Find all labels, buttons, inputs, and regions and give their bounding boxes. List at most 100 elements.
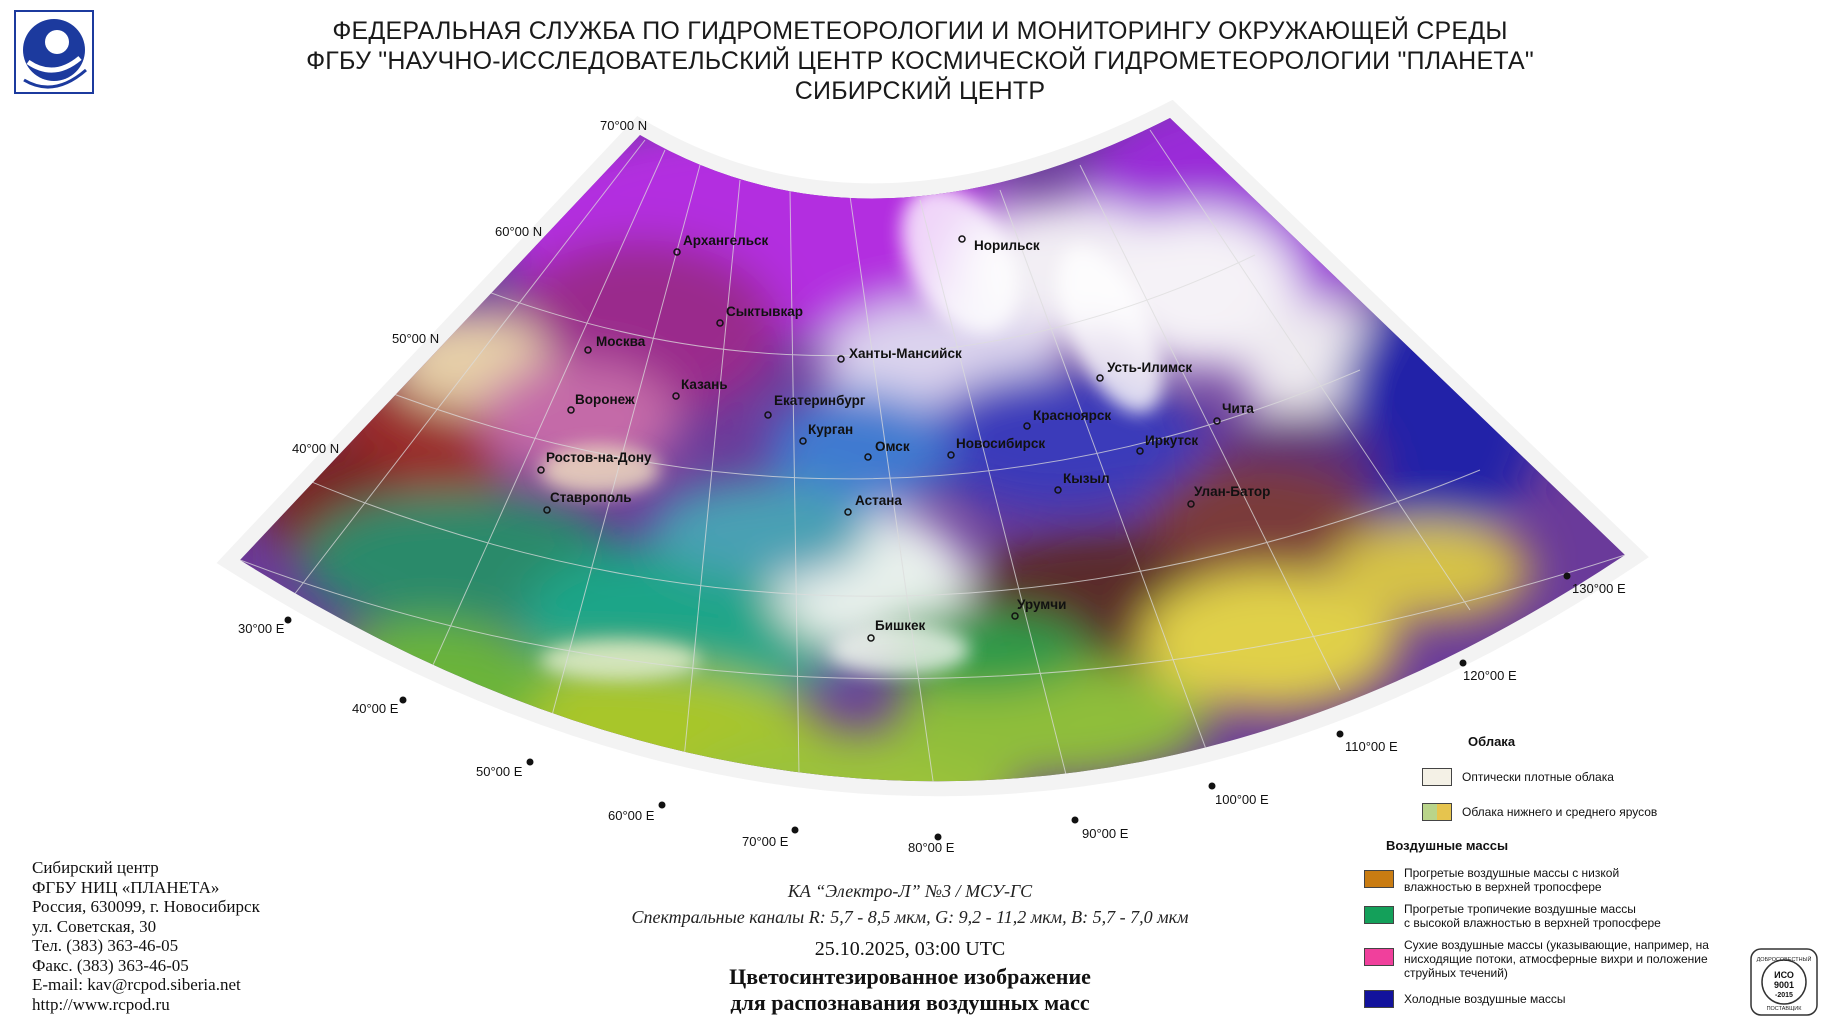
swatch-dry: [1364, 948, 1394, 966]
lat-label-60: 60°00 N: [495, 224, 542, 239]
city-dot-norilsk: [958, 235, 966, 243]
legend-warm-low-humidity-1: Прогретые воздушные массы с низкой: [1404, 866, 1620, 880]
city-kazan[interactable]: Казань: [681, 377, 728, 392]
lat-label-50: 50°00 N: [392, 331, 439, 346]
lon-marker-80: [934, 833, 942, 841]
lon-label-120: 120°00 E: [1463, 668, 1517, 683]
legend-item-dry: Сухие воздушные массы (указывающие, напр…: [1364, 938, 1709, 980]
city-dot-rostov: [537, 466, 545, 474]
legend-item-low-mid-clouds: Облака нижнего и среднего ярусов: [1422, 803, 1657, 821]
image-datetime: 25.10.2025, 03:00 UTC: [814, 938, 1006, 960]
city-dot-chita: [1213, 417, 1221, 425]
city-dot-kazan: [672, 392, 680, 400]
city-dot-kyzyl: [1054, 486, 1062, 494]
city-astana[interactable]: Астана: [855, 493, 902, 508]
legend-air-masses-title: Воздушные массы: [1386, 838, 1509, 853]
iso-year: -2015: [1775, 992, 1793, 999]
city-dot-bishkek: [867, 634, 875, 642]
iso-certificate-badge: ДОБРОСОВЕСТНЫЙ ИСО 9001 -2015 ПОСТАВЩИК: [1750, 948, 1818, 1016]
lon-label-50: 50°00 E: [476, 764, 523, 779]
website-link[interactable]: http://www.rcpod.ru: [32, 994, 170, 1014]
city-rostov[interactable]: Ростов-на-Дону: [546, 450, 652, 465]
lon-marker-100: [1208, 782, 1216, 790]
caption-title-1: Цветосинтезированное изображение: [729, 964, 1091, 989]
city-kyzyl[interactable]: Кызыл: [1063, 471, 1110, 486]
org-full-name: ФГБУ НИЦ «ПЛАНЕТА»: [32, 877, 220, 897]
city-yekaterinburg[interactable]: Екатеринбург: [774, 393, 866, 408]
swatch-low-mid-clouds: [1422, 803, 1452, 821]
address-line-2: ул. Советская, 30: [32, 916, 157, 936]
city-dot-ulan-bator: [1187, 500, 1195, 508]
lon-label-100: 100°00 E: [1215, 792, 1269, 807]
satellite-map[interactable]: 70°00 N 60°00 N 50°00 N 40°00 N 30°00 E …: [0, 100, 1840, 860]
city-voronezh[interactable]: Воронеж: [575, 392, 635, 407]
legend-dry-1: Сухие воздушные массы (указывающие, напр…: [1404, 938, 1709, 952]
lon-marker-110: [1336, 730, 1344, 738]
latitude-labels: 70°00 N 60°00 N 50°00 N 40°00 N: [292, 118, 647, 456]
legend-cold-label: Холодные воздушные массы: [1404, 992, 1566, 1006]
city-syktyvkar[interactable]: Сыктывкар: [726, 304, 803, 319]
city-dot-irkutsk: [1136, 447, 1144, 455]
address-line-1: Россия, 630099, г. Новосибирск: [32, 897, 260, 916]
city-dot-omsk: [864, 453, 872, 461]
city-khanty-mansiysk[interactable]: Ханты-Мансийск: [849, 346, 962, 361]
city-kurgan[interactable]: Курган: [808, 422, 853, 437]
swatch-cold: [1364, 990, 1394, 1008]
city-dot-syktyvkar: [716, 319, 724, 327]
city-stavropol[interactable]: Ставрополь: [550, 490, 632, 505]
iso-number: 9001: [1774, 980, 1794, 990]
lon-label-80: 80°00 E: [908, 840, 955, 855]
contact-info: Сибирский центр ФГБУ НИЦ «ПЛАНЕТА» Росси…: [32, 858, 260, 1014]
header-line-3: СИБИРСКИЙ ЦЕНТР: [794, 77, 1046, 105]
fax: Факс. (383) 363-46-05: [32, 955, 189, 975]
city-urumqi[interactable]: Урумчи: [1017, 597, 1066, 612]
legend-clouds-title: Облака: [1468, 734, 1516, 749]
iso-text: ИСО: [1774, 970, 1794, 980]
lon-marker-60: [658, 801, 666, 809]
city-norilsk[interactable]: Норильск: [974, 238, 1040, 253]
email-link[interactable]: E-mail: kav@rcpod.siberia.net: [32, 975, 241, 994]
lon-marker-120: [1459, 659, 1467, 667]
city-markers: Архангельск Норильск Сыктывкар Москва Ха…: [537, 233, 1270, 642]
swatch-warm-low-humidity: [1364, 870, 1394, 888]
city-novosibirsk[interactable]: Новосибирск: [956, 436, 1045, 451]
city-dot-yekaterinburg: [764, 411, 772, 419]
legend-item-warm-tropical: Прогретые тропичекие воздушные массы с вы…: [1364, 902, 1661, 930]
city-irkutsk[interactable]: Иркутск: [1145, 433, 1198, 448]
header-line-2: ФГБУ "НАУЧНО-ИССЛЕДОВАТЕЛЬСКИЙ ЦЕНТР КОС…: [306, 47, 1534, 75]
lon-label-130: 130°00 E: [1572, 581, 1626, 596]
city-ulan-bator[interactable]: Улан-Батор: [1194, 484, 1270, 499]
city-moscow[interactable]: Москва: [596, 334, 646, 349]
city-dot-stavropol: [543, 506, 551, 514]
lon-label-90: 90°00 E: [1082, 826, 1129, 841]
city-bishkek[interactable]: Бишкек: [875, 618, 926, 633]
lat-label-40: 40°00 N: [292, 441, 339, 456]
city-dot-moscow: [584, 346, 592, 354]
city-krasnoyarsk[interactable]: Красноярск: [1033, 408, 1111, 423]
satellite-name: КА “Электро-Л” №3 / МСУ-ГС: [787, 881, 1033, 901]
legend-item-dense-clouds: Оптически плотные облака: [1422, 768, 1614, 786]
city-dot-astana: [844, 508, 852, 516]
lon-label-60: 60°00 E: [608, 808, 655, 823]
lon-marker-90: [1071, 816, 1079, 824]
city-ust-ilimsk[interactable]: Усть-Илимск: [1107, 360, 1192, 375]
legend-dense-clouds-label: Оптически плотные облака: [1462, 770, 1614, 784]
city-omsk[interactable]: Омск: [875, 439, 910, 454]
legend-warm-tropical-1: Прогретые тропичекие воздушные массы: [1404, 902, 1636, 916]
legend-item-cold: Холодные воздушные массы: [1364, 990, 1566, 1008]
city-chita[interactable]: Чита: [1222, 401, 1254, 416]
city-dot-novosibirsk: [947, 451, 955, 459]
lon-marker-130: [1563, 572, 1571, 580]
city-dot-voronezh: [567, 406, 575, 414]
swatch-warm-tropical: [1364, 906, 1394, 924]
city-dot-krasnoyarsk: [1023, 422, 1031, 430]
header-line-1: ФЕДЕРАЛЬНАЯ СЛУЖБА ПО ГИДРОМЕТЕОРОЛОГИИ …: [332, 17, 1508, 45]
lon-marker-70: [791, 826, 799, 834]
legend-warm-tropical-2: с высокой влажностью в верхней тропосфер…: [1404, 916, 1661, 930]
legend-item-warm-low-humidity: Прогретые воздушные массы с низкой влажно…: [1364, 866, 1619, 894]
city-arkhangelsk[interactable]: Архангельск: [683, 233, 769, 248]
city-dot-kurgan: [799, 437, 807, 445]
iso-bottom-text: ПОСТАВЩИК: [1767, 1006, 1803, 1012]
lon-marker-30: [284, 616, 292, 624]
caption-title-2: для распознавания воздушных масс: [730, 990, 1090, 1015]
